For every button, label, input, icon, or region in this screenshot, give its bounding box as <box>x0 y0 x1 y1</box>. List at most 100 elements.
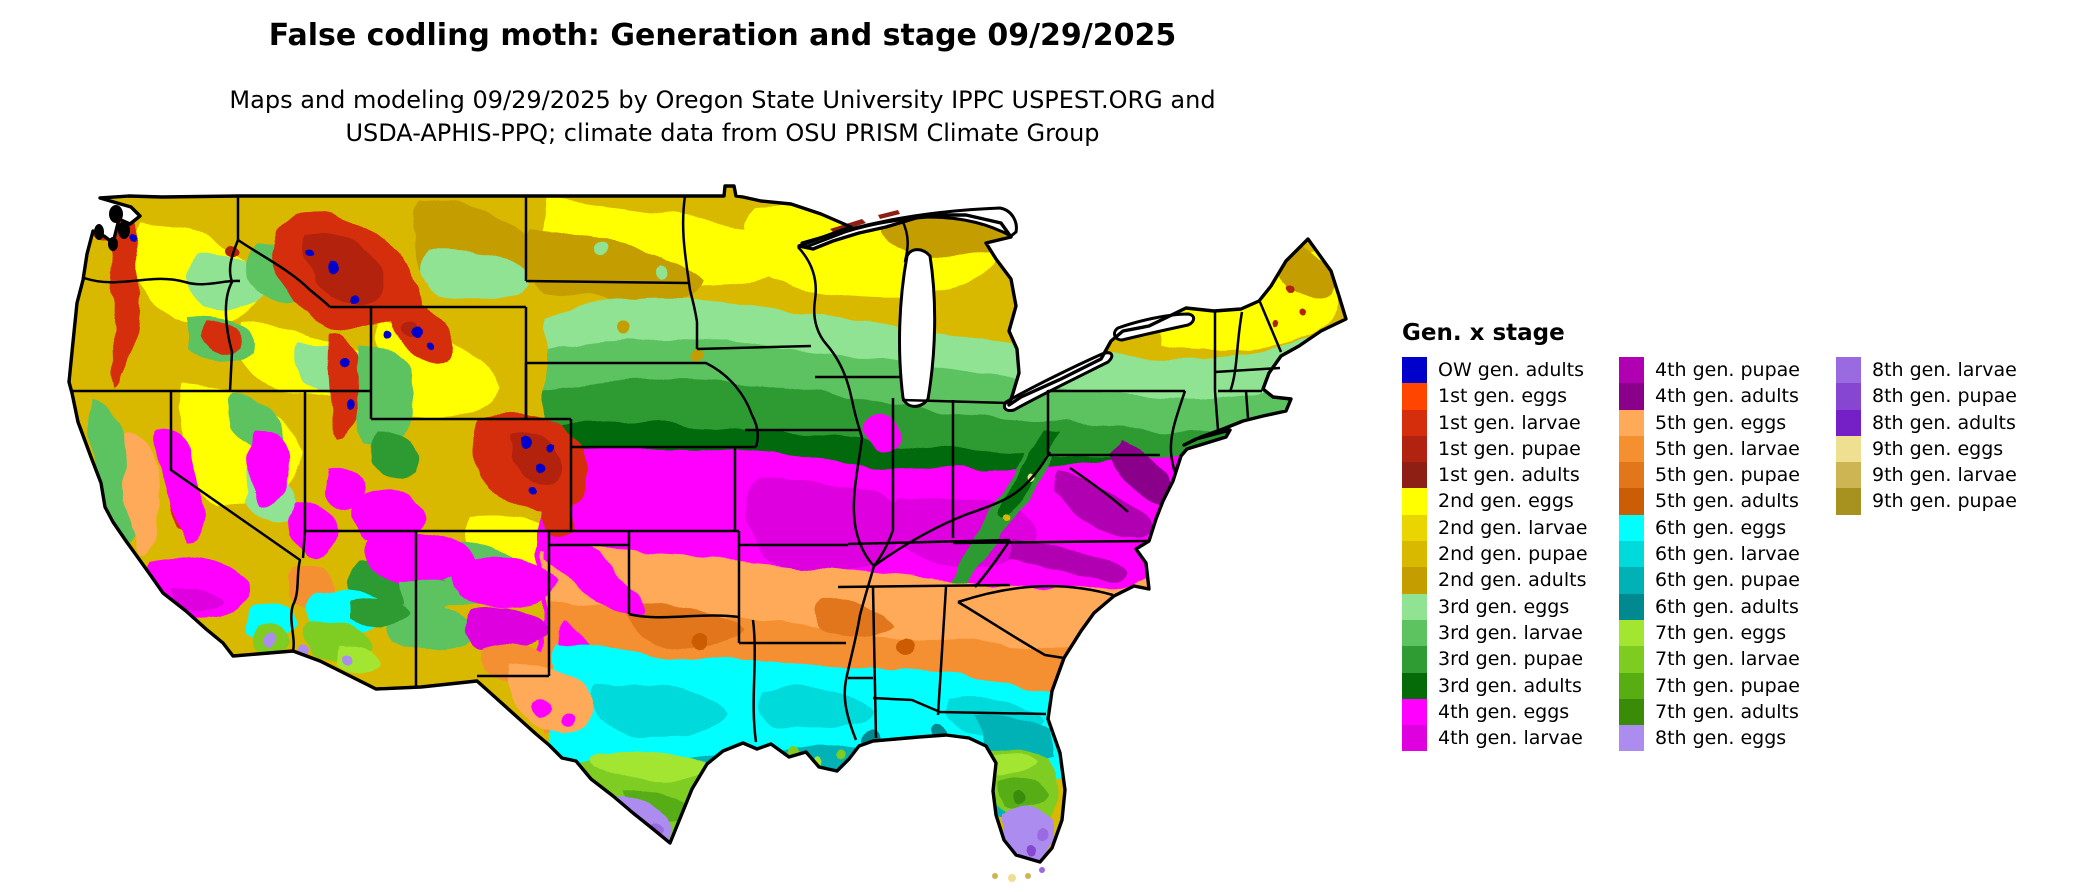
legend-label: 2nd gen. pupae <box>1438 543 1588 566</box>
legend-label: 4th gen. eggs <box>1438 700 1570 723</box>
legend-label: 2nd gen. larvae <box>1438 516 1588 539</box>
legend-label: 2nd gen. adults <box>1438 569 1587 592</box>
legend-swatch <box>1619 488 1644 515</box>
legend-item: 7th gen. pupae <box>1619 672 1836 699</box>
legend: Gen. x stage OW gen. adults 1st gen. eggs… <box>1402 320 2053 752</box>
legend-swatch <box>1619 646 1644 673</box>
legend-label: 2nd gen. eggs <box>1438 490 1574 513</box>
legend-swatch <box>1402 725 1427 752</box>
legend-item: 8th gen. pupae <box>1836 383 2053 410</box>
legend-item: 2nd gen. larvae <box>1402 514 1619 542</box>
legend-item: 3rd gen. pupae <box>1402 646 1619 673</box>
figure-subtitle: Maps and modeling 09/29/2025 by Oregon S… <box>0 84 1445 150</box>
legend-item: 8th gen. larvae <box>1836 357 2053 384</box>
legend-swatch <box>1402 357 1427 384</box>
legend-swatch <box>1402 409 1427 436</box>
us-outline <box>67 184 1348 864</box>
legend-label: 6th gen. eggs <box>1655 516 1787 539</box>
legend-item: 3rd gen. adults <box>1402 672 1619 699</box>
legend-swatch <box>1836 383 1861 410</box>
florida-keys <box>992 867 1045 882</box>
legend-swatch <box>1836 357 1861 384</box>
legend-item: 6th gen. adults <box>1619 593 1836 620</box>
legend-item: 8th gen. eggs <box>1619 725 1836 752</box>
legend-swatch <box>1836 435 1861 463</box>
legend-grid: OW gen. adults 1st gen. eggs 1st gen. larv… <box>1402 357 2053 752</box>
legend-label: 3rd gen. pupae <box>1438 648 1584 671</box>
legend-swatch <box>1402 567 1427 594</box>
legend-label: 6th gen. pupae <box>1655 569 1800 592</box>
legend-label: 7th gen. eggs <box>1655 621 1787 644</box>
legend-swatch <box>1619 567 1644 594</box>
legend-label: 8th gen. adults <box>1872 411 2016 434</box>
legend-label: 7th gen. pupae <box>1655 674 1800 697</box>
legend-item: 6th gen. larvae <box>1619 541 1836 568</box>
legend-swatch <box>1619 357 1644 384</box>
legend-label: 7th gen. adults <box>1655 700 1799 723</box>
legend-label: 3rd gen. eggs <box>1438 595 1570 618</box>
legend-item: 2nd gen. pupae <box>1402 541 1619 568</box>
legend-item: 3rd gen. larvae <box>1402 619 1619 647</box>
legend-item: 7th gen. adults <box>1619 698 1836 726</box>
legend-item: 9th gen. pupae <box>1836 488 2053 515</box>
legend-swatch <box>1619 619 1644 647</box>
legend-label: 8th gen. larvae <box>1872 359 2017 381</box>
legend-swatch <box>1402 488 1427 515</box>
legend-swatch <box>1402 672 1427 699</box>
legend-label: 6th gen. adults <box>1655 595 1799 618</box>
legend-label: 6th gen. larvae <box>1655 543 1800 566</box>
legend-swatch <box>1619 541 1644 568</box>
legend-label: 4th gen. adults <box>1655 385 1799 408</box>
legend-label: 5th gen. eggs <box>1655 411 1787 434</box>
legend-label: 9th gen. eggs <box>1872 437 2004 460</box>
legend-label: 8th gen. eggs <box>1655 727 1787 750</box>
legend-label: 3rd gen. larvae <box>1438 621 1583 644</box>
legend-item: 7th gen. eggs <box>1619 619 1836 647</box>
legend-label: 1st gen. larvae <box>1438 411 1581 434</box>
legend-item: 2nd gen. eggs <box>1402 488 1619 515</box>
legend-item: 5th gen. eggs <box>1619 409 1836 436</box>
legend-swatch <box>1402 698 1427 726</box>
legend-item: 2nd gen. adults <box>1402 567 1619 594</box>
legend-label: 5th gen. pupae <box>1655 464 1800 487</box>
legend-item: 1st gen. adults <box>1402 462 1619 489</box>
legend-label: 5th gen. adults <box>1655 490 1799 513</box>
legend-swatch <box>1619 698 1644 726</box>
legend-label: OW gen. adults <box>1438 359 1585 381</box>
legend-item: 6th gen. pupae <box>1619 567 1836 594</box>
legend-swatch <box>1836 488 1861 515</box>
legend-swatch <box>1402 541 1427 568</box>
legend-label: 7th gen. larvae <box>1655 648 1800 671</box>
legend-label: 4th gen. larvae <box>1438 727 1583 750</box>
legend-item: 1st gen. larvae <box>1402 409 1619 436</box>
legend-swatch <box>1402 593 1427 620</box>
legend-label: 9th gen. larvae <box>1872 464 2017 487</box>
legend-swatch <box>1619 435 1644 463</box>
figure-title: False codling moth: Generation and stage… <box>268 18 1177 53</box>
legend-swatch <box>1836 409 1861 436</box>
legend-item: 9th gen. larvae <box>1836 462 2053 489</box>
legend-item: OW gen. adults <box>1402 357 1619 384</box>
legend-item: 5th gen. larvae <box>1619 435 1836 463</box>
legend-swatch <box>1402 646 1427 673</box>
legend-label: 5th gen. larvae <box>1655 437 1800 460</box>
legend-label: 3rd gen. adults <box>1438 674 1582 697</box>
legend-swatch <box>1402 383 1427 410</box>
legend-label: 9th gen. pupae <box>1872 490 2017 513</box>
legend-swatch <box>1402 462 1427 489</box>
legend-item: 5th gen. adults <box>1619 488 1836 515</box>
legend-label: 1st gen. eggs <box>1438 385 1568 408</box>
subtitle-line-1: Maps and modeling 09/29/2025 by Oregon S… <box>229 86 1216 114</box>
legend-item: 1st gen. pupae <box>1402 435 1619 463</box>
legend-item: 9th gen. eggs <box>1836 435 2053 463</box>
legend-swatch <box>1619 409 1644 436</box>
legend-swatch <box>1619 514 1644 542</box>
legend-swatch <box>1402 435 1427 463</box>
legend-item: 3rd gen. eggs <box>1402 593 1619 620</box>
legend-swatch <box>1619 672 1644 699</box>
legend-label: 8th gen. pupae <box>1872 385 2017 408</box>
legend-swatch <box>1619 725 1644 752</box>
legend-item: 4th gen. pupae <box>1619 357 1836 384</box>
